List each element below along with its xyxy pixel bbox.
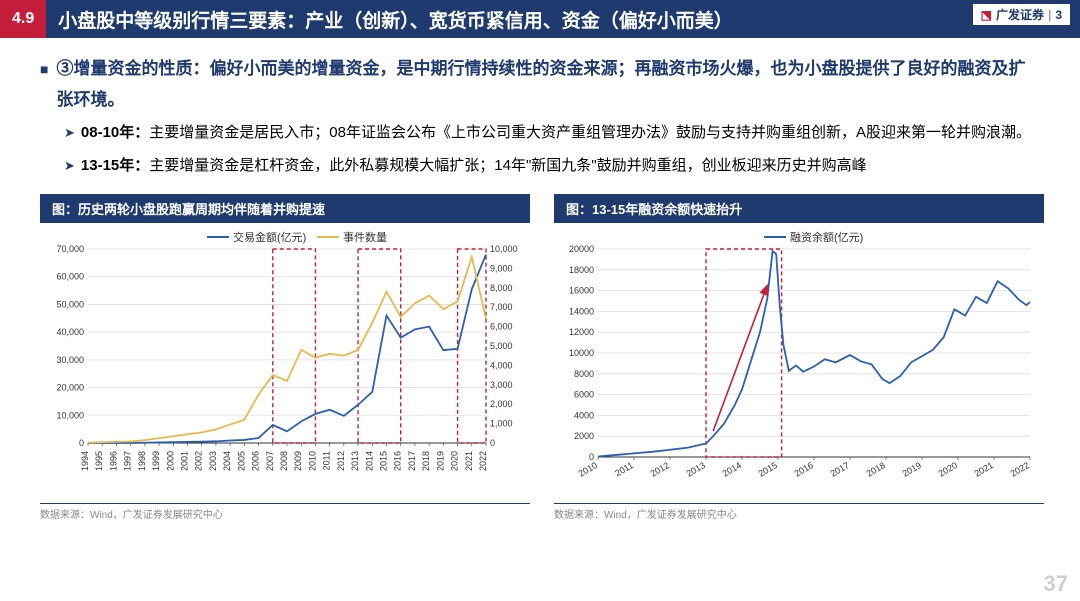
- svg-text:10,000: 10,000: [56, 410, 84, 420]
- chart2-svg: 0200040006000800010000120001400016000180…: [554, 223, 1044, 493]
- svg-text:60,000: 60,000: [56, 272, 84, 282]
- svg-text:1999: 1999: [151, 451, 161, 471]
- svg-text:2018: 2018: [421, 451, 431, 471]
- svg-text:16000: 16000: [569, 286, 594, 296]
- svg-text:2020: 2020: [937, 460, 959, 479]
- chart2-source: 数据来源：Wind，广发证券发展研究中心: [554, 503, 1044, 521]
- chart1-col: 图：历史两轮小盘股跑赢周期均伴随着并购提速 0 10,000 20,000 30,00…: [40, 194, 530, 521]
- logo-brand: 广发证券: [996, 6, 1044, 23]
- svg-text:7,000: 7,000: [490, 302, 513, 312]
- svg-text:2001: 2001: [180, 451, 190, 471]
- svg-text:2013: 2013: [685, 460, 707, 479]
- sub2-text: 主要增量资金是杠杆资金，此外私募规模大幅扩张；14年"新国九条"鼓励并购重组，创…: [149, 157, 866, 174]
- svg-text:2012: 2012: [336, 451, 346, 471]
- chart1-svg: 0 10,000 20,000 30,000 40,000 50,000 60,000 70,…: [40, 223, 530, 493]
- svg-text:2,000: 2,000: [490, 399, 513, 409]
- svg-text:2021: 2021: [973, 460, 995, 479]
- svg-text:2016: 2016: [393, 451, 403, 471]
- svg-text:8000: 8000: [574, 369, 594, 379]
- svg-text:1,000: 1,000: [490, 419, 513, 429]
- svg-text:2014: 2014: [364, 451, 374, 471]
- page-number: 37: [1044, 571, 1068, 597]
- header-bar: 4.9 小盘股中等级别行情三要素：产业（创新）、宽货币紧信用、资金（偏好小而美）…: [0, 0, 1080, 38]
- svg-text:2018: 2018: [865, 460, 887, 479]
- svg-text:2000: 2000: [165, 451, 175, 471]
- svg-text:1994: 1994: [80, 451, 90, 471]
- sub-point-1: ➤ 08-10年：主要增量资金是居民入市；08年证监会公布《上市公司重大资产重组…: [64, 119, 1040, 148]
- chart2-col: 图：13-15年融资余额快速抬升 02000400060008000100001…: [554, 194, 1044, 521]
- svg-text:2011: 2011: [613, 460, 635, 478]
- svg-text:14000: 14000: [569, 307, 594, 317]
- svg-text:2005: 2005: [236, 451, 246, 471]
- svg-text:2013: 2013: [350, 451, 360, 471]
- svg-text:融资余额(亿元): 融资余额(亿元): [790, 230, 863, 244]
- svg-text:2016: 2016: [793, 460, 815, 479]
- svg-text:5,000: 5,000: [490, 341, 513, 351]
- svg-text:40,000: 40,000: [56, 327, 84, 337]
- svg-text:2000: 2000: [574, 431, 594, 441]
- svg-text:6000: 6000: [574, 390, 594, 400]
- svg-text:20000: 20000: [569, 244, 594, 254]
- svg-text:2007: 2007: [265, 451, 275, 471]
- svg-text:0: 0: [79, 438, 84, 448]
- svg-text:2010: 2010: [307, 451, 317, 471]
- svg-text:2014: 2014: [721, 460, 743, 479]
- svg-text:6,000: 6,000: [490, 322, 513, 332]
- svg-text:2004: 2004: [222, 451, 232, 471]
- header-title: 小盘股中等级别行情三要素：产业（创新）、宽货币紧信用、资金（偏好小而美）: [58, 6, 733, 33]
- svg-text:12000: 12000: [569, 327, 594, 337]
- svg-text:10000: 10000: [569, 348, 594, 358]
- svg-text:2022: 2022: [478, 451, 488, 471]
- svg-text:8,000: 8,000: [490, 283, 513, 293]
- svg-text:2020: 2020: [450, 451, 460, 471]
- svg-text:30,000: 30,000: [56, 355, 84, 365]
- svg-text:4000: 4000: [574, 411, 594, 421]
- chart2-title: 图：13-15年融资余额快速抬升: [554, 194, 1044, 223]
- svg-text:2015: 2015: [757, 460, 779, 479]
- svg-text:1995: 1995: [94, 451, 104, 471]
- sub1-text: 主要增量资金是居民入市；08年证监会公布《上市公司重大资产重组管理办法》鼓励与支…: [149, 124, 1031, 141]
- svg-text:10,000: 10,000: [490, 244, 518, 254]
- svg-text:3,000: 3,000: [490, 380, 513, 390]
- svg-text:0: 0: [490, 438, 495, 448]
- svg-text:9,000: 9,000: [490, 264, 513, 274]
- svg-text:50,000: 50,000: [56, 300, 84, 310]
- main-point-text: ③增量资金的性质：偏好小而美的增量资金，是中期行情持续性的资金来源；再融资市场火…: [56, 54, 1040, 115]
- svg-text:1996: 1996: [108, 451, 118, 471]
- svg-text:18000: 18000: [569, 265, 594, 275]
- svg-text:2003: 2003: [208, 451, 218, 471]
- chart1-title: 图：历史两轮小盘股跑赢周期均伴随着并购提速: [40, 194, 530, 223]
- svg-text:2022: 2022: [1009, 460, 1031, 479]
- svg-text:2008: 2008: [279, 451, 289, 471]
- svg-text:交易金额(亿元): 交易金额(亿元): [233, 230, 306, 244]
- logo-suffix: 3: [1055, 8, 1062, 22]
- svg-text:2017: 2017: [407, 451, 417, 471]
- section-number: 4.9: [0, 0, 46, 38]
- svg-text:70,000: 70,000: [56, 244, 84, 254]
- svg-text:2021: 2021: [464, 451, 474, 471]
- svg-text:事件数量: 事件数量: [343, 231, 387, 244]
- svg-text:2012: 2012: [649, 460, 671, 479]
- sub2-bold: 13-15年：: [81, 157, 149, 174]
- logo: ⬔ 广发证券 | 3: [973, 4, 1070, 25]
- svg-text:1998: 1998: [137, 451, 147, 471]
- svg-text:2002: 2002: [194, 451, 204, 471]
- svg-text:1997: 1997: [123, 451, 133, 471]
- chart1-source: 数据来源：Wind，广发证券发展研究中心: [40, 503, 530, 521]
- svg-text:2019: 2019: [901, 460, 923, 479]
- svg-text:2015: 2015: [379, 451, 389, 471]
- content: ■ ③增量资金的性质：偏好小而美的增量资金，是中期行情持续性的资金来源；再融资市…: [0, 38, 1080, 180]
- main-point: ■ ③增量资金的性质：偏好小而美的增量资金，是中期行情持续性的资金来源；再融资市…: [40, 54, 1040, 115]
- svg-text:2009: 2009: [293, 451, 303, 471]
- sub-point-2: ➤ 13-15年：主要增量资金是杠杆资金，此外私募规模大幅扩张；14年"新国九条…: [64, 152, 1040, 181]
- sub1-bold: 08-10年：: [81, 124, 149, 141]
- svg-text:20,000: 20,000: [56, 383, 84, 393]
- charts-row: 图：历史两轮小盘股跑赢周期均伴随着并购提速 0 10,000 20,000 30,00…: [0, 194, 1080, 521]
- svg-text:2010: 2010: [577, 460, 599, 479]
- svg-text:2006: 2006: [251, 451, 261, 471]
- svg-text:2017: 2017: [829, 460, 851, 479]
- svg-text:2019: 2019: [435, 451, 445, 471]
- svg-text:2011: 2011: [322, 451, 332, 470]
- svg-text:4,000: 4,000: [490, 361, 513, 371]
